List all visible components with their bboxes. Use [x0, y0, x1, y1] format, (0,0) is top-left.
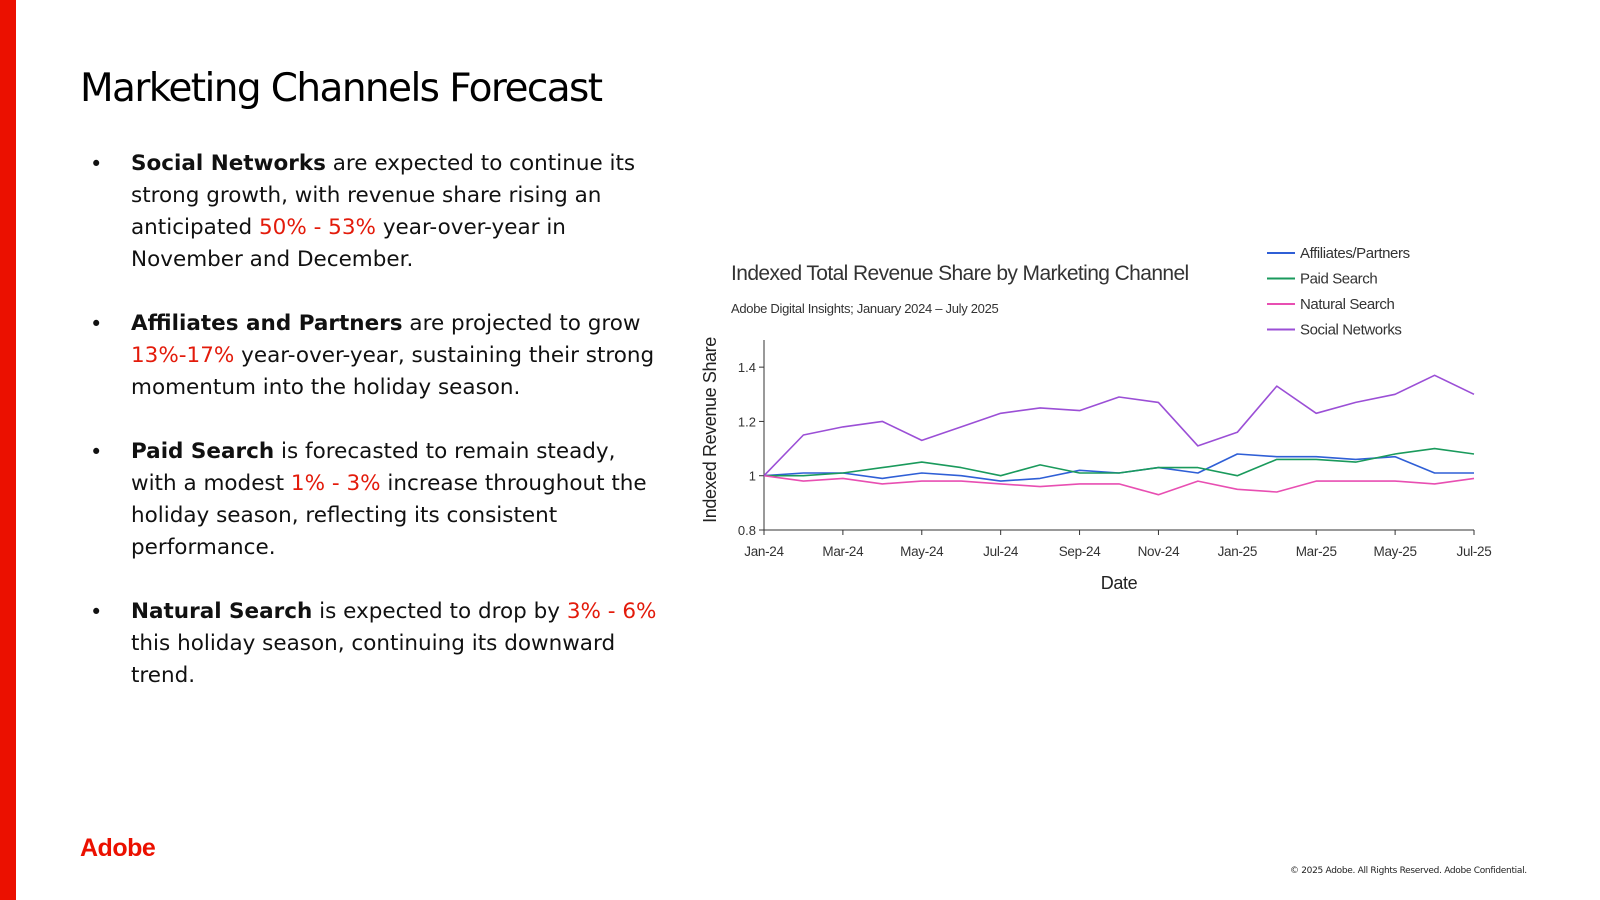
chart-title: Indexed Total Revenue Share by Marketing… [731, 262, 1189, 285]
y-tick-label: 1 [749, 469, 756, 484]
legend-label-paid-search: Paid Search [1300, 271, 1377, 288]
x-tick-label: Nov-24 [1138, 544, 1181, 559]
x-tick-label: Mar-24 [822, 544, 864, 559]
bullet-text: are expected to continue its strong grow… [131, 151, 636, 240]
series-line-paid-search [764, 447, 1475, 477]
bullet-bold: Natural Search [131, 599, 313, 624]
legend-label-social-networks: Social Networks [1300, 322, 1402, 339]
revenue-share-line-chart: Indexed Total Revenue Share by Marketing… [700, 245, 1492, 593]
series-line-natural-search [763, 474, 1475, 496]
x-axis-label: Date [1101, 573, 1138, 593]
y-tick-label: 1.4 [738, 360, 756, 375]
x-tick-label: Mar-25 [1296, 544, 1337, 559]
bullet-text: is forecasted to remain steady, with a m… [131, 439, 616, 496]
legend-label-affiliates-partners: Affiliates/Partners [1300, 245, 1410, 262]
series-line-affiliates-partners [763, 453, 1474, 482]
x-tick-label: Jan-24 [744, 544, 784, 559]
y-tick-label: 1.2 [738, 414, 756, 429]
bullet-text: year-over-year in November and December. [131, 215, 566, 272]
bullet-bold: Social Networks [131, 151, 326, 176]
bullet-highlight: 50% - 53% [258, 215, 376, 240]
y-tick-label: 0.8 [738, 523, 756, 538]
series-line-social-networks [763, 374, 1475, 477]
bullet-paid-search: • Paid Search is forecasted to remain ste… [90, 436, 665, 564]
x-tick-label: Jan-25 [1218, 544, 1257, 559]
x-tick-label: Sep-24 [1059, 544, 1102, 559]
bullet-bold: Paid Search [131, 439, 275, 464]
bullet-text: year-over-year, sustaining their strong … [131, 343, 655, 400]
bullet-highlight: 3% - 6% [566, 599, 657, 624]
y-axis-label: Indexed Revenue Share [700, 337, 720, 523]
legend-label-natural-search: Natural Search [1300, 296, 1395, 313]
bullet-dot: • [90, 600, 103, 624]
bullet-dot: • [90, 440, 103, 464]
x-tick-label: May-25 [1374, 544, 1417, 559]
bullet-dot: • [90, 312, 103, 336]
bullet-bold: Affiliates and Partners [131, 311, 403, 336]
bullet-affiliates-partners: • Affiliates and Partners are projected t… [90, 308, 665, 404]
x-tick-label: Jul-24 [983, 544, 1019, 559]
adobe-logo: Adobe [80, 834, 156, 862]
bullet-dot: • [90, 152, 103, 176]
bullet-highlight: 1% - 3% [290, 471, 381, 496]
bullet-text: are projected to grow [402, 311, 641, 336]
bullet-highlight: 13%-17% [131, 343, 235, 368]
bullet-natural-search: • Natural Search is expected to drop by 3… [90, 596, 665, 692]
bullet-text: increase throughout the holiday season, … [131, 471, 647, 560]
bullet-text: this holiday season, continuing its down… [131, 631, 616, 688]
accent-bar [0, 0, 16, 900]
copyright-notice: © 2025 Adobe. All Rights Reserved. Adobe… [1290, 866, 1527, 876]
bullet-social-networks: • Social Networks are expected to continu… [90, 148, 665, 276]
x-tick-label: May-24 [900, 544, 944, 559]
chart-subtitle: Adobe Digital Insights; January 2024 – J… [731, 301, 999, 316]
slide-title: Marketing Channels Forecast [80, 66, 603, 111]
bullet-text: is expected to drop by [312, 599, 567, 624]
x-tick-label: Jul-25 [1457, 544, 1492, 559]
bullet-list: • Social Networks are expected to continu… [90, 148, 665, 724]
